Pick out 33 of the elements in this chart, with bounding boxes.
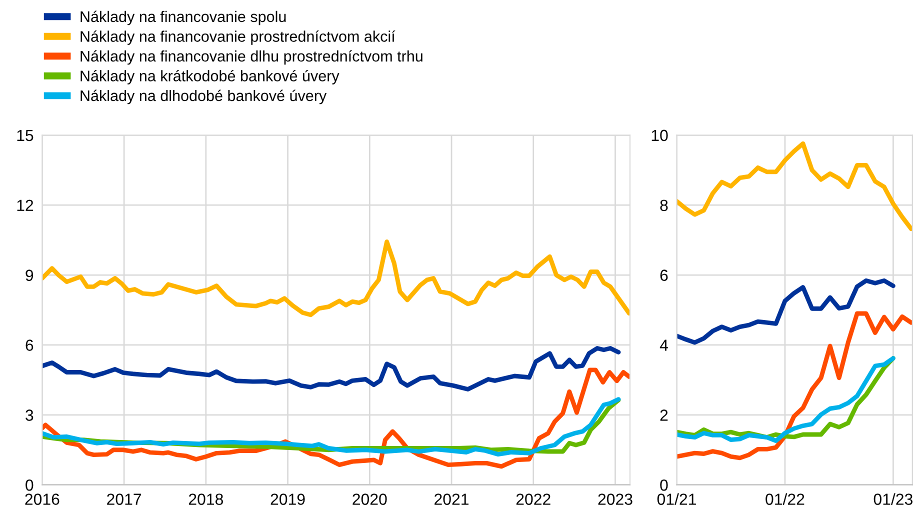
y-tick-label: 8 <box>660 200 668 212</box>
legend-label: Náklady na financovanie dlhu prostredníctvom trhu <box>80 50 422 65</box>
y-tick-label: 0 <box>660 480 668 491</box>
y-tick-label: 2 <box>660 410 668 421</box>
x-tick-label: 01/22 <box>766 493 804 505</box>
x-tick-label: 2022 <box>516 494 550 505</box>
line-series <box>676 141 912 232</box>
x-tick-label: 2020 <box>352 494 387 505</box>
y-tick-label: 4 <box>660 340 668 351</box>
x-tick-label: 2023 <box>598 494 632 505</box>
y-tick-label: 6 <box>660 270 668 281</box>
legend-label: Náklady na krátkodobé bankové úvery <box>80 70 340 84</box>
y-tick-label: 6 <box>26 340 34 351</box>
y-tick-label: 0 <box>26 480 34 491</box>
line-series <box>676 311 912 460</box>
x-tick-label: 2016 <box>25 494 60 505</box>
legend-label: Náklady na financovanie spolu <box>80 10 286 26</box>
x-tick-label: 2018 <box>188 494 223 505</box>
x-tick-label: 2017 <box>107 494 142 505</box>
x-tick-label: 01/21 <box>657 493 696 505</box>
y-tick-label: 9 <box>26 270 34 281</box>
legend-label: Náklady na dlhodobé bankové úvery <box>80 90 327 104</box>
x-tick-label: 2019 <box>270 494 305 505</box>
line-series <box>42 239 630 318</box>
line-series <box>42 346 621 392</box>
legend-label: Náklady na financovanie prostredníctvom akcií <box>80 30 396 45</box>
x-tick-label: 2021 <box>434 494 468 505</box>
y-tick-label: 10 <box>652 130 668 142</box>
y-tick-label: 3 <box>26 410 34 421</box>
line-series <box>676 278 896 345</box>
x-tick-label: 01/23 <box>874 493 912 505</box>
y-tick-label: 12 <box>17 200 34 211</box>
y-tick-label: 15 <box>17 130 34 142</box>
